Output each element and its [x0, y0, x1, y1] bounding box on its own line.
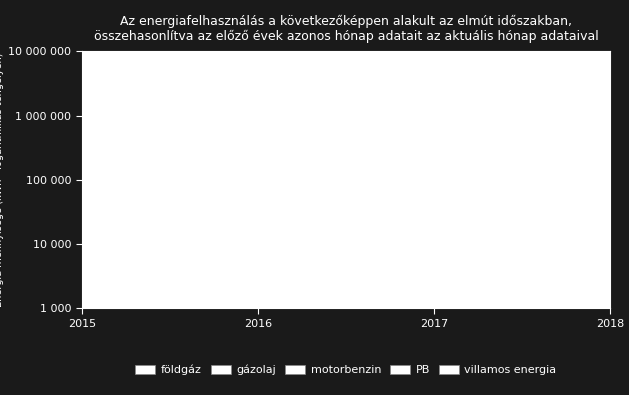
- Legend: földgáz, gázolaj, motorbenzin, PB, villamos energia: földgáz, gázolaj, motorbenzin, PB, villa…: [131, 360, 561, 380]
- Title: Az energiafelhasználás a következőképpen alakult az elmút időszakban,
összehason: Az energiafelhasználás a következőképpen…: [94, 15, 598, 43]
- Y-axis label: Energia mennyisége (kWh - logaritmikus tengelyen): Energia mennyisége (kWh - logaritmikus t…: [0, 53, 4, 307]
